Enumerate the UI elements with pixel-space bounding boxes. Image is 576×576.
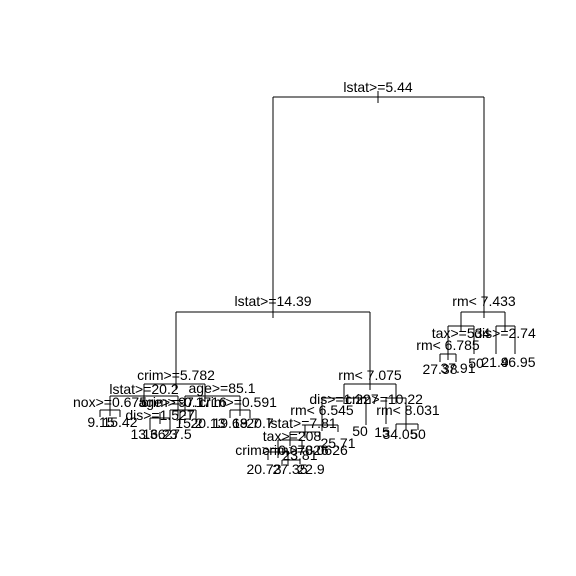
leaf-value-l12: 50 [352, 423, 368, 439]
split-label-n23: crim>=0.0626 [262, 442, 348, 458]
leaf-value-l13: 15 [374, 424, 390, 440]
split-label-n21: tax>=208 [263, 428, 322, 444]
leaf-value-l19: 23.81 [282, 447, 317, 463]
split-label-n13: nox>=0.675 [73, 394, 147, 410]
leaf-value-l24: 46.95 [500, 354, 535, 370]
split-label-n17: dis>=1.527 [125, 407, 194, 423]
leaf-value-l3: 13.36 [130, 426, 165, 442]
split-label-n14: age>=97.1 [139, 394, 206, 410]
leaf-value-l1: 9.15 [87, 414, 114, 430]
tree-labels: lstat>=5.44 lstat>=14.39 rm< 7.433 crim>=5.… [73, 79, 536, 477]
leaf-value-l4: 16.23 [142, 426, 177, 442]
split-label-n8: rm< 6.785 [416, 337, 480, 353]
split-label-n11: dis>=1.227 [309, 391, 378, 407]
split-label-n22: crim>=0.07826 [235, 442, 329, 458]
tree-branches [99, 91, 516, 466]
split-label-n15: crim>=0.1716 [141, 394, 227, 410]
split-label-n20: rm< 8.031 [376, 402, 440, 418]
leaf-value-l7: 20.13 [190, 415, 225, 431]
leaf-value-l16: 20.73 [246, 461, 281, 477]
split-label-n9: lstat>=20.2 [109, 381, 178, 397]
leaf-value-l5: 27.5 [164, 426, 191, 442]
split-label-n7: dis>=2.74 [474, 325, 536, 341]
split-label-n18: rm< 6.545 [290, 402, 354, 418]
leaf-value-l22: 50 [468, 355, 484, 371]
leaf-value-l11: 25.71 [320, 435, 355, 451]
leaf-value-l14: 34.05 [382, 426, 417, 442]
leaf-value-l9: 19.7 [232, 415, 259, 431]
leaf-value-l2: 15.42 [102, 414, 137, 430]
leaf-value-l18: 22.9 [297, 461, 324, 477]
leaf-value-l6: 15.2 [175, 415, 202, 431]
split-label-n16: crim>=0.591 [199, 394, 277, 410]
leaf-value-l21: 37.91 [440, 360, 475, 376]
leaf-value-l20: 27.38 [422, 361, 457, 377]
leaf-value-l15: 50 [410, 426, 426, 442]
split-label-n10: age>=85.1 [189, 380, 256, 396]
leaf-value-l8: 19.68 [212, 415, 247, 431]
leaf-value-l17: 27.35 [272, 461, 307, 477]
split-label-n5: rm< 7.075 [338, 367, 402, 383]
split-label-n1: lstat>=5.44 [343, 79, 412, 95]
split-label-n3: rm< 7.433 [452, 293, 516, 309]
leaf-value-l10: 20.7 [246, 415, 273, 431]
split-label-n4: crim>=5.782 [137, 367, 215, 383]
split-label-n19: lstat>=7.81 [267, 415, 336, 431]
split-label-n12: crim>=10.22 [345, 391, 423, 407]
leaf-value-l23: 21.9 [481, 354, 508, 370]
split-label-n2: lstat>=14.39 [234, 293, 311, 309]
split-label-n6: tax>=534 [432, 325, 491, 341]
